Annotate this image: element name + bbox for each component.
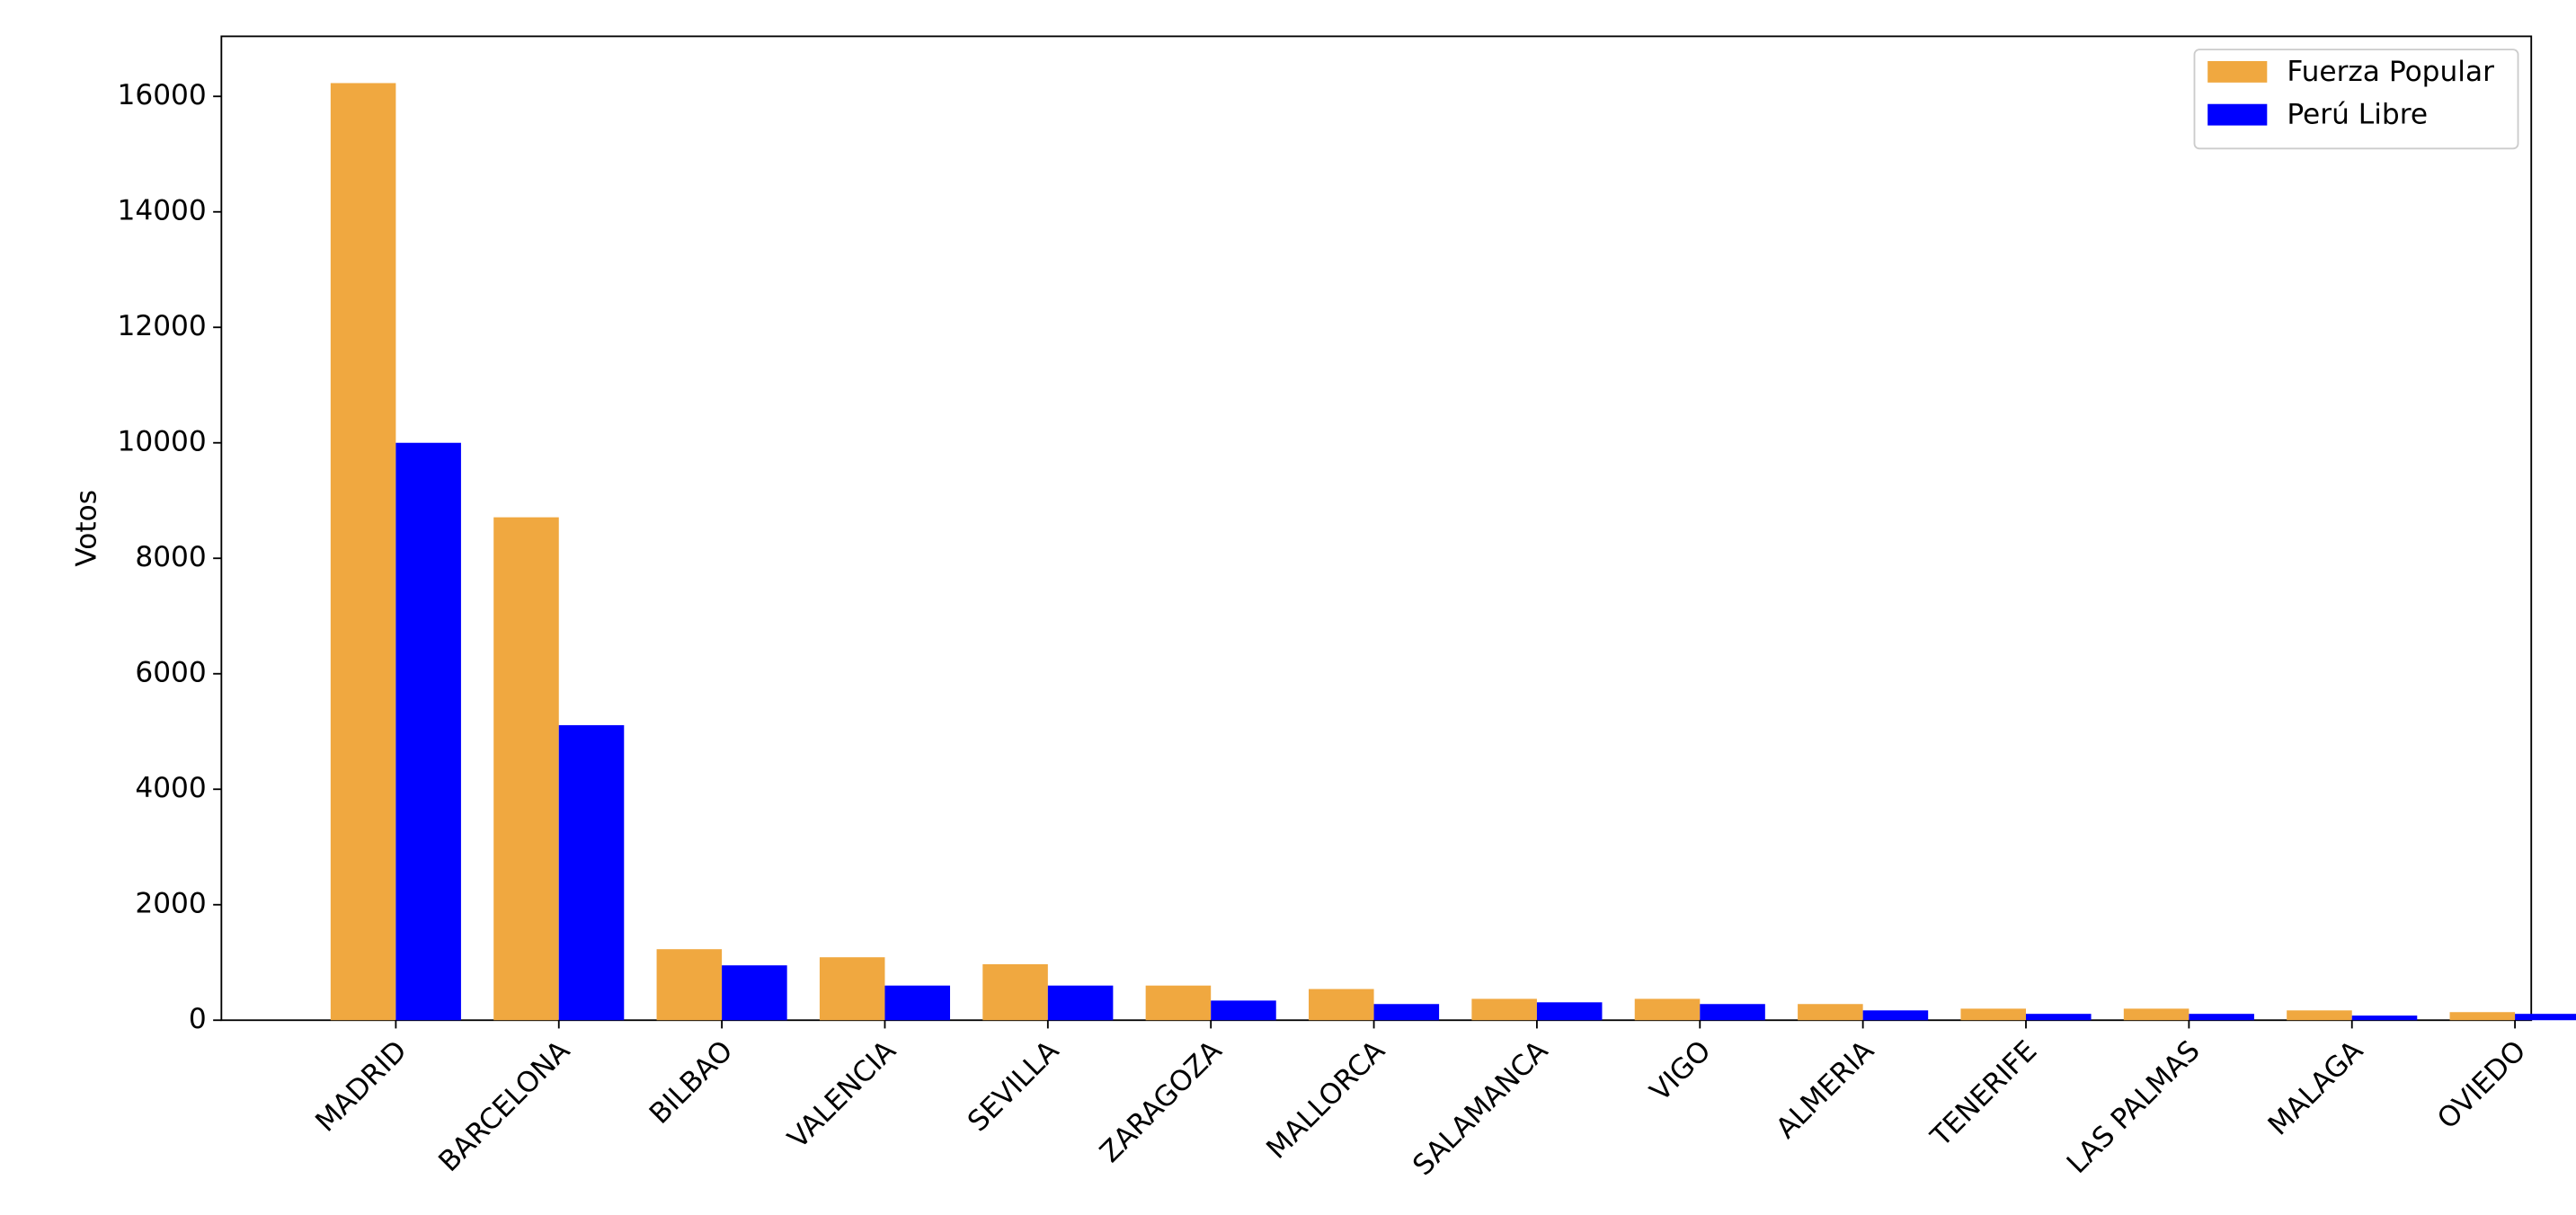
legend-swatch (2207, 60, 2268, 83)
bar (330, 83, 396, 1021)
y-axis-label: Votos (71, 490, 103, 567)
x-tick-label: ALMERIA (1770, 1034, 1880, 1145)
bar (558, 724, 625, 1021)
y-tick-label: 6000 (135, 657, 206, 689)
legend-swatch (2207, 103, 2268, 126)
bar (1960, 1008, 2027, 1021)
bar (1634, 998, 1701, 1021)
x-tick-label: VIGO (1644, 1034, 1718, 1108)
bar (1700, 1004, 1765, 1021)
y-tick-label: 12000 (117, 310, 206, 342)
bar (2351, 1015, 2418, 1021)
y-tick-label: 14000 (117, 195, 206, 227)
x-tick-label: BARCELONA (432, 1034, 576, 1178)
x-tick-label: BILBAO (644, 1034, 740, 1131)
x-tick-label: MALAGA (2262, 1034, 2370, 1142)
bar (884, 985, 951, 1021)
legend-label: Fuerza Popular (2287, 56, 2494, 88)
x-tick-label: VALENCIA (782, 1034, 902, 1155)
bar (1047, 985, 1114, 1021)
bar (395, 442, 461, 1021)
x-tick-label: OVIEDO (2431, 1034, 2532, 1135)
x-tick-label: SEVILLA (962, 1034, 1066, 1139)
y-tick-label: 10000 (117, 426, 206, 458)
legend-box (2193, 49, 2519, 150)
bar (1536, 1002, 1603, 1021)
bar (2123, 1008, 2190, 1021)
bar (1862, 1010, 1929, 1021)
bar (493, 517, 559, 1021)
bar (2515, 1014, 2576, 1021)
y-tick-label: 2000 (135, 888, 206, 920)
y-tick-label: 4000 (135, 772, 206, 804)
bar (1211, 1000, 1276, 1021)
bar (2189, 1014, 2254, 1021)
x-tick-label: SALAMANCA (1407, 1034, 1555, 1183)
x-tick-label: MALLORCA (1260, 1034, 1391, 1166)
bar (2287, 1010, 2352, 1021)
bar (1373, 1004, 1440, 1021)
y-tick-label: 8000 (135, 541, 206, 573)
bar (2449, 1012, 2516, 1021)
x-tick-label: MADRID (309, 1034, 413, 1138)
x-tick-label: ZARAGOZA (1094, 1034, 1229, 1169)
legend-label: Perú Libre (2287, 99, 2428, 131)
bar (1798, 1004, 1863, 1021)
bar (1471, 998, 1537, 1021)
bar (656, 949, 723, 1021)
bar (819, 957, 885, 1021)
y-tick-label: 16000 (117, 79, 206, 111)
y-tick-label: 0 (189, 1003, 207, 1035)
bar (982, 963, 1048, 1021)
bar (722, 965, 787, 1021)
x-tick-label: LAS PALMAS (2061, 1034, 2207, 1180)
bar (1145, 985, 1212, 1021)
bar (2026, 1014, 2092, 1021)
bar (1309, 989, 1374, 1021)
x-tick-label: TENERIFE (1924, 1034, 2044, 1154)
